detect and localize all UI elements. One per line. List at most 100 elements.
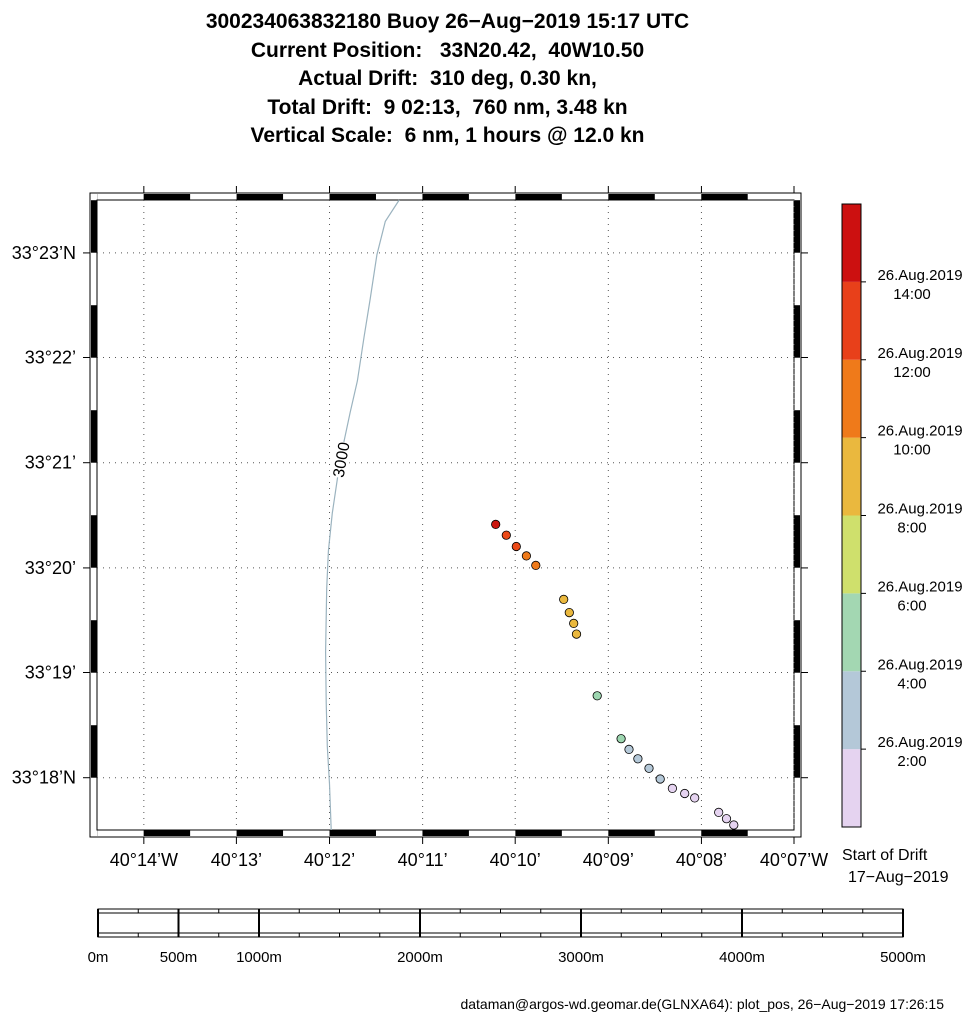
lat-tick-label: 33°18’N	[12, 768, 76, 788]
frame-bar-top	[236, 194, 284, 200]
frame-bar-left	[91, 620, 97, 673]
colorbar-date-label: 26.Aug.2019	[877, 267, 962, 284]
scalebar-label: 3000m	[558, 949, 604, 966]
drift-position-marker	[491, 519, 501, 530]
drift-position-marker	[564, 607, 574, 618]
frame-bar-right	[794, 515, 800, 568]
frame-bar-top	[143, 194, 191, 200]
drift-position-marker	[729, 820, 739, 830]
frame-bar-right	[794, 620, 800, 673]
colorbar-time-label: 6:00	[897, 597, 926, 614]
frame-bar-bottom	[422, 830, 469, 836]
vertical-scale-line: Vertical Scale: 6 nm, 1 hours @ 12.0 kn	[250, 124, 645, 147]
colorbar-date-label: 26.Aug.2019	[877, 734, 962, 751]
frame-bar-left	[91, 410, 97, 463]
drift-position-marker	[521, 551, 532, 561]
drift-position-marker	[690, 793, 700, 803]
drift-position-marker	[624, 744, 634, 755]
start-of-drift-label: Start of Drift	[842, 847, 928, 864]
frame-bar-bottom	[515, 830, 562, 836]
lon-tick-label: 40°14’W	[110, 850, 178, 870]
drift-position-marker	[616, 734, 626, 744]
lon-tick-label: 40°12’	[304, 850, 355, 870]
contour-label: 3000	[331, 441, 354, 479]
drift-position-marker	[501, 530, 511, 540]
drift-position-marker	[569, 618, 579, 629]
colorbar-band	[842, 359, 861, 438]
scalebar-label: 5000m	[880, 949, 926, 966]
colorbar-band	[842, 437, 861, 516]
frame-bar-bottom	[236, 830, 284, 836]
colorbar-time-label: 8:00	[897, 520, 926, 537]
lon-tick-label: 40°09’	[583, 850, 634, 870]
lat-tick-label: 33°21’	[25, 453, 76, 473]
colorbar-band	[842, 749, 861, 827]
drift-track	[491, 519, 739, 830]
lon-tick-label: 40°08’	[676, 850, 727, 870]
colorbar-time-label: 14:00	[893, 286, 931, 303]
scalebar-outer	[97, 908, 904, 938]
frame-bar-left	[91, 200, 97, 253]
footer-credit: dataman@argos-wd.geomar.de(GLNXA64): plo…	[460, 996, 944, 1012]
grid-lines	[83, 186, 808, 844]
frame-bar-top	[329, 194, 376, 200]
scalebar-label: 1000m	[236, 949, 282, 966]
frame-bar-top	[422, 194, 469, 200]
drift-position-marker	[511, 541, 521, 552]
frame-bar-left	[91, 515, 97, 568]
colorbar-date-label: 26.Aug.2019	[877, 423, 962, 440]
frame-bar-bottom	[143, 830, 191, 836]
map-outer-border	[89, 192, 802, 838]
scalebar-label: 4000m	[719, 949, 765, 966]
map-frame	[89, 192, 802, 838]
colorbar-date-label: 26.Aug.2019	[877, 345, 962, 362]
colorbar-time-label: 10:00	[893, 442, 931, 459]
drift-position-marker	[667, 783, 678, 794]
lon-tick-label: 40°07’W	[760, 850, 828, 870]
lon-tick-label: 40°11’	[398, 850, 448, 870]
frame-bar-left	[91, 305, 97, 358]
lon-tick-label: 40°13’	[211, 850, 262, 870]
total-drift-line: Total Drift: 9 02:13, 760 nm, 3.48 kn	[267, 95, 628, 119]
distance-scalebar: 0m 500m 1000m 2000m 3000m 4000m 5000m	[88, 908, 926, 966]
colorbar-date-label: 26.Aug.2019	[877, 501, 962, 518]
colorbar-band	[842, 671, 861, 750]
drift-position-marker	[714, 807, 724, 818]
frame-bar-right	[794, 410, 800, 463]
actual-drift-line: Actual Drift: 310 deg, 0.30 kn,	[298, 67, 597, 90]
drift-position-marker	[571, 629, 582, 639]
scalebar-label: 0m	[88, 949, 109, 966]
frame-bar-right	[794, 200, 800, 253]
start-of-drift-date: 17−Aug−2019	[848, 869, 949, 886]
drift-position-marker	[531, 560, 541, 571]
axis-labels: 40°14’W 40°13’ 40°12’ 40°11’ 40°10’ 40°09’ 40°…	[12, 243, 828, 870]
colorbar-time-label: 2:00	[897, 753, 926, 770]
time-colorbar: 26.Aug.2019 2:00 26.Aug.2019 4:00 26.Aug.201…	[841, 203, 963, 886]
plot-header: 300234063832180 Buoy 26−Aug−2019 15:17 U…	[0, 8, 895, 151]
frame-bar-top	[515, 194, 562, 200]
colorbar-band	[842, 515, 861, 594]
lat-tick-label: 33°22’	[25, 348, 76, 368]
frame-bar-bottom	[608, 830, 655, 836]
frame-bar-top	[608, 194, 655, 200]
colorbar-band	[842, 281, 861, 360]
drift-position-marker	[644, 763, 654, 773]
lat-tick-label: 33°20’	[25, 558, 76, 578]
current-position-line: Current Position: 33N20.42, 40W10.50	[250, 38, 645, 62]
colorbar-time-label: 12:00	[893, 364, 931, 381]
frame-bar-bottom	[329, 830, 376, 836]
scalebar-label: 2000m	[397, 949, 443, 966]
lat-tick-label: 33°23’N	[12, 243, 76, 263]
frame-bar-left	[91, 725, 97, 778]
contour-label-bg	[328, 440, 353, 479]
drift-position-marker	[592, 691, 602, 701]
title-line: 300234063832180 Buoy 26−Aug−2019 15:17 U…	[205, 10, 690, 33]
drift-position-marker	[559, 594, 569, 605]
frame-bar-right	[794, 305, 800, 358]
colorbar-band	[842, 593, 861, 672]
colorbar-date-label: 26.Aug.2019	[877, 578, 962, 595]
colorbar-date-label: 26.Aug.2019	[877, 656, 962, 673]
drift-position-marker	[680, 788, 690, 799]
drift-position-marker	[655, 774, 665, 784]
